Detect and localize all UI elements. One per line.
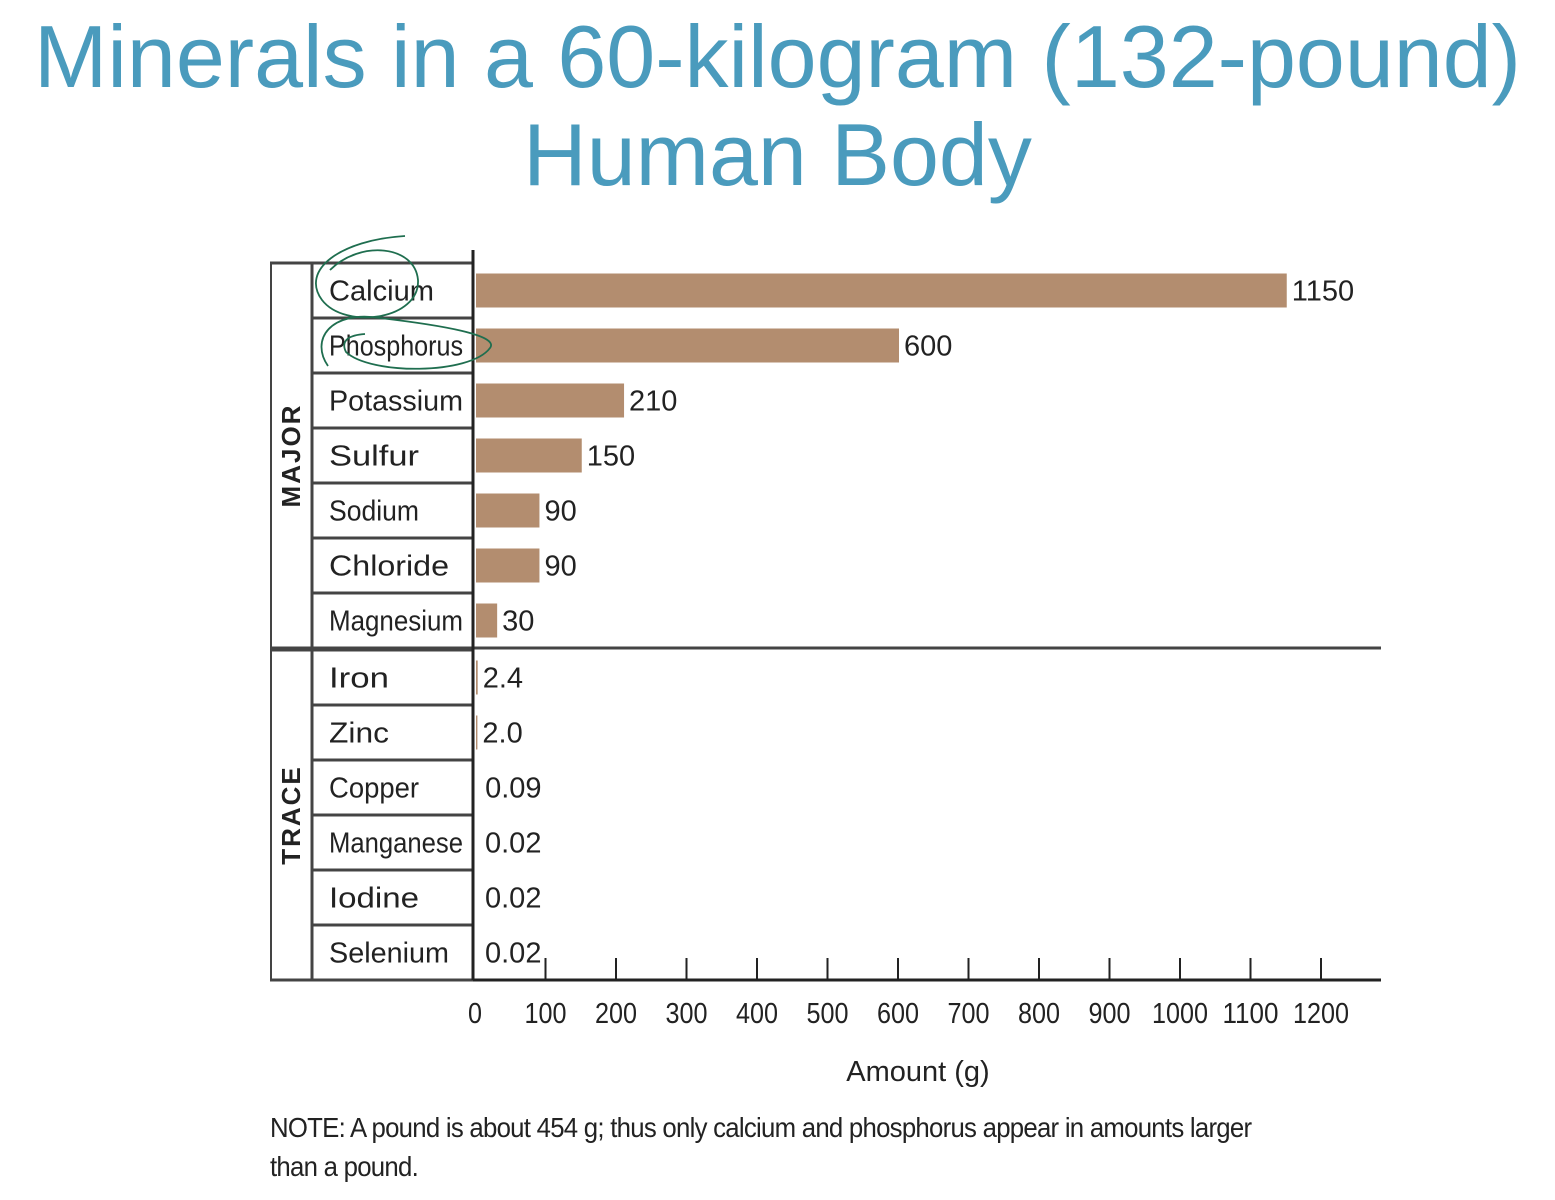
x-tick-label: 900 — [1089, 998, 1131, 1030]
bar — [476, 603, 498, 638]
category-label: Iron — [329, 663, 389, 695]
title-line-2: Human Body — [523, 105, 1032, 204]
bar — [476, 438, 582, 473]
x-tick-label: 1200 — [1293, 998, 1349, 1030]
data-label: 90 — [544, 496, 576, 528]
category-label: Chloride — [329, 551, 449, 583]
note-text: A pound is about 454 g; thus only calciu… — [270, 1112, 1252, 1182]
category-label: Selenium — [329, 938, 449, 970]
data-label: 1150 — [1292, 276, 1354, 308]
title-line-1: Minerals in a 60-kilogram (132-pound) — [34, 7, 1521, 106]
x-tick-label: 100 — [525, 998, 567, 1030]
category-label: Sodium — [329, 496, 419, 528]
category-label: Magnesium — [329, 606, 463, 638]
group-label: MAJOR — [276, 404, 306, 508]
bar — [476, 328, 899, 363]
x-tick-label: 200 — [595, 998, 637, 1030]
x-tick-label: 1100 — [1223, 998, 1279, 1030]
category-label: Sulfur — [329, 441, 419, 473]
data-label: 150 — [587, 441, 635, 473]
data-label: 2.0 — [482, 718, 522, 750]
data-label: 0.09 — [485, 773, 541, 805]
data-label: 2.4 — [483, 663, 523, 695]
x-tick-label: 0 — [468, 998, 482, 1030]
x-tick-label: 800 — [1018, 998, 1060, 1030]
bar — [476, 715, 478, 750]
bar — [476, 383, 625, 418]
note-label: NOTE: — [270, 1112, 346, 1143]
data-label: 0.02 — [485, 828, 541, 860]
x-axis-label: Amount (g) — [846, 1056, 989, 1088]
category-label: Potassium — [329, 386, 463, 418]
annotation-circle-phosphorus — [320, 315, 492, 370]
group-label: TRACE — [276, 765, 306, 865]
x-tick-label: 1000 — [1152, 998, 1208, 1030]
bar — [476, 548, 540, 583]
category-label: Zinc — [329, 718, 389, 750]
x-tick-label: 600 — [877, 998, 919, 1030]
category-label: Phosphorus — [329, 331, 463, 363]
category-label: Copper — [329, 773, 419, 805]
x-tick-label: 500 — [807, 998, 849, 1030]
chart-note: NOTE: A pound is about 454 g; thus only … — [270, 1108, 1300, 1186]
data-label: 600 — [904, 331, 952, 363]
data-label: 0.02 — [485, 938, 541, 970]
x-tick-label: 300 — [666, 998, 708, 1030]
data-label: 210 — [629, 386, 677, 418]
x-tick-label: 700 — [948, 998, 990, 1030]
category-label: Iodine — [329, 883, 419, 915]
data-label: 90 — [544, 551, 576, 583]
bar — [476, 660, 478, 695]
chart-title: Minerals in a 60-kilogram (132-pound) Hum… — [0, 8, 1555, 204]
data-label: 0.02 — [485, 883, 541, 915]
category-label: Manganese — [329, 828, 463, 860]
bar — [476, 273, 1287, 308]
x-tick-label: 400 — [736, 998, 778, 1030]
bar — [476, 493, 540, 528]
data-label: 30 — [502, 606, 534, 638]
